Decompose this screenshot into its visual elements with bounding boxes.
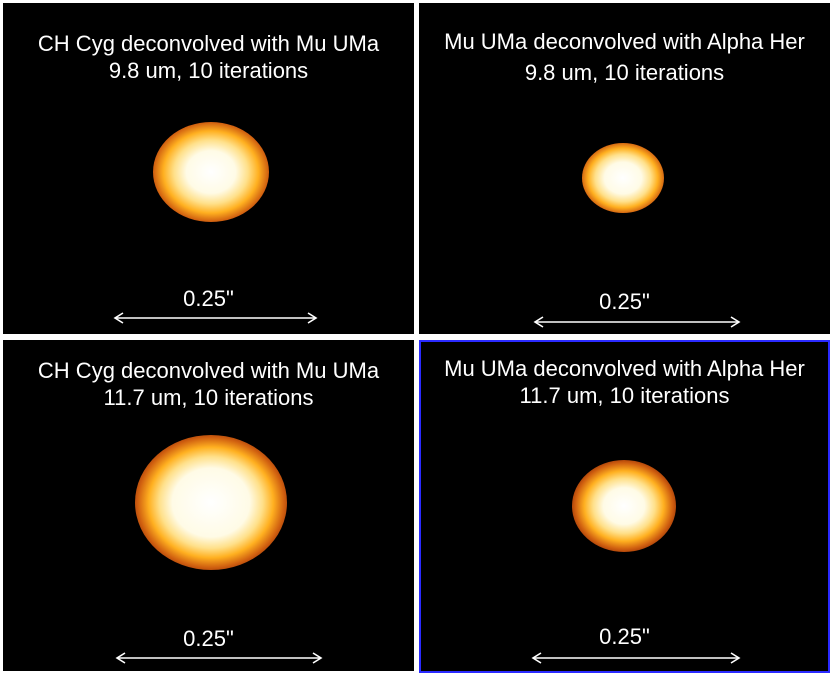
panel-title-line1: Mu UMa deconvolved with Alpha Her <box>444 29 805 54</box>
panel-title-line1: CH Cyg deconvolved with Mu UMa <box>37 31 380 56</box>
scale-bar <box>113 306 318 326</box>
panel-title: Mu UMa deconvolved with Alpha Her 11.7 u… <box>421 355 828 409</box>
panel-title-line2: 11.7 um, 10 iterations <box>519 383 730 408</box>
panel-title-line2: 9.8 um, 10 iterations <box>108 58 309 83</box>
scale-bar-arrow <box>113 312 318 324</box>
image-panel-mu-uma-9-8um[interactable]: Mu UMa deconvolved with Alpha Her 9.8 um… <box>419 3 830 334</box>
scale-bar <box>533 310 741 330</box>
scale-bar <box>531 646 741 666</box>
image-panel-ch-cyg-11-7um[interactable]: CH Cyg deconvolved with Mu UMa 11.7 um, … <box>3 340 414 671</box>
panel-title: CH Cyg deconvolved with Mu UMa 9.8 um, 1… <box>3 30 414 84</box>
panel-title: Mu UMa deconvolved with Alpha Her 9.8 um… <box>419 28 830 86</box>
source-image-blob <box>135 435 287 570</box>
scale-bar-arrow <box>533 316 741 328</box>
image-panel-mu-uma-11-7um[interactable]: Mu UMa deconvolved with Alpha Her 11.7 u… <box>419 340 830 673</box>
source-image-blob <box>153 122 269 222</box>
source-image-blob <box>572 460 676 552</box>
panel-title-line1: CH Cyg deconvolved with Mu UMa <box>37 358 380 383</box>
scale-bar-arrow <box>531 652 741 664</box>
panel-title-line2: 11.7 um, 10 iterations <box>103 385 314 410</box>
scale-bar-label: 0.25" <box>183 286 234 311</box>
image-panel-ch-cyg-9-8um[interactable]: CH Cyg deconvolved with Mu UMa 9.8 um, 1… <box>3 3 414 334</box>
panel-title-line2: 9.8 um, 10 iterations <box>524 60 725 85</box>
scale-bar <box>115 646 323 666</box>
panel-title-line1: Mu UMa deconvolved with Alpha Her <box>444 356 805 381</box>
scale-bar-label: 0.25" <box>599 624 650 649</box>
panel-title: CH Cyg deconvolved with Mu UMa 11.7 um, … <box>3 357 414 411</box>
source-image-blob <box>582 143 664 213</box>
scale-bar-label: 0.25" <box>183 626 234 651</box>
scale-bar-arrow <box>115 652 323 664</box>
scale-bar-label: 0.25" <box>599 289 650 314</box>
